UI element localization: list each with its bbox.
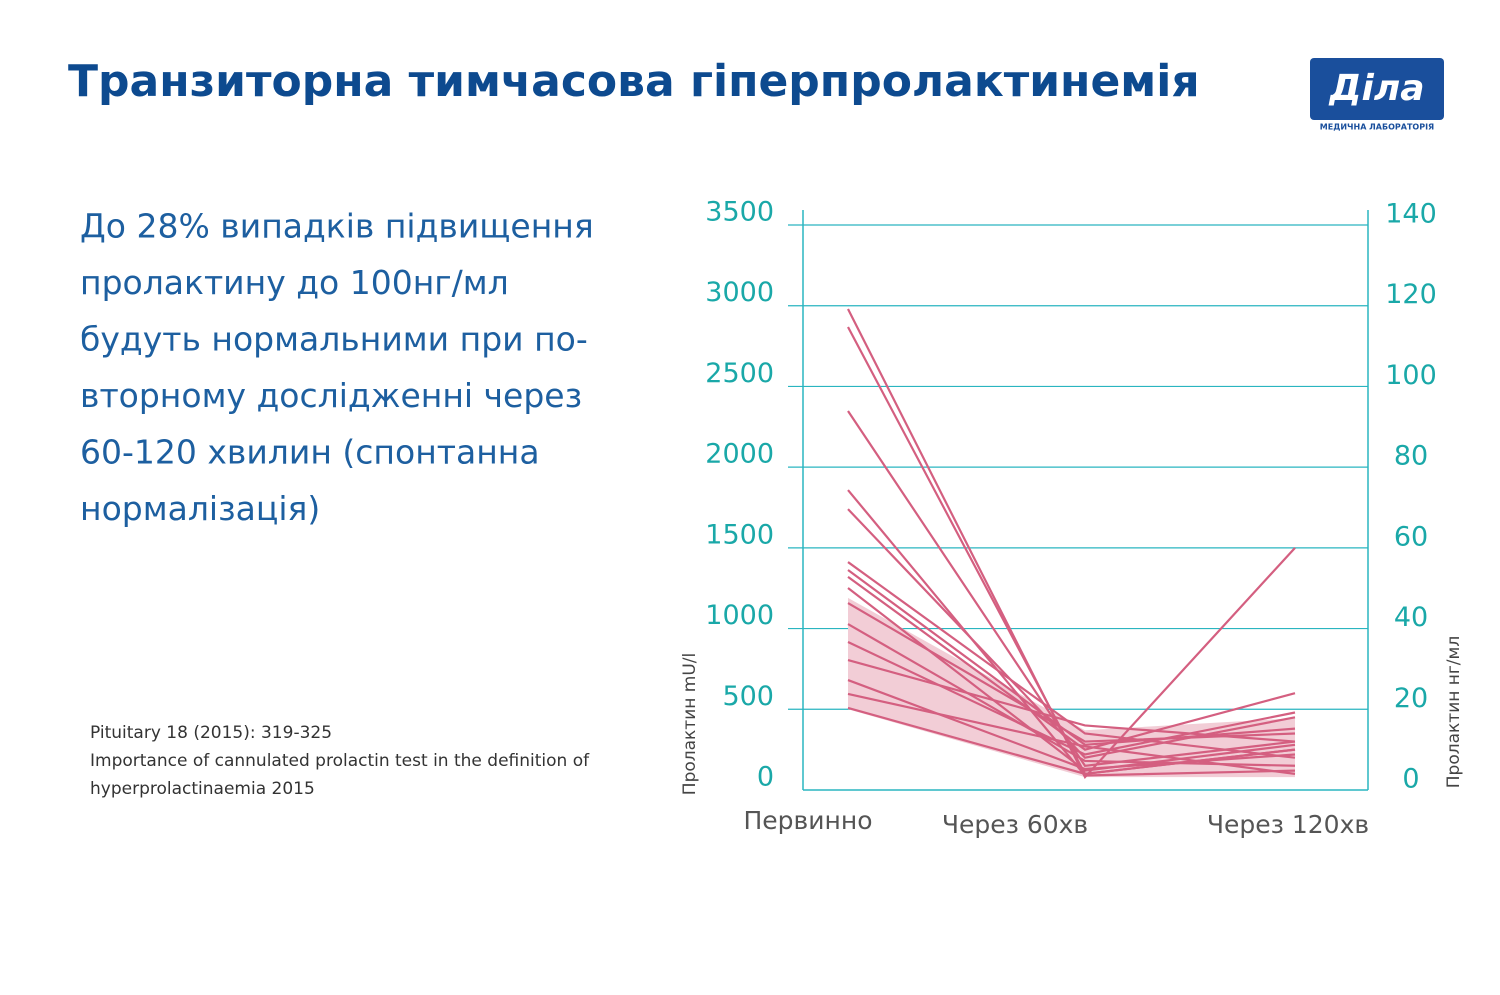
y-tick-label: 1000 — [705, 600, 774, 631]
series-line — [847, 706, 1296, 775]
y2-tick-label: 0 — [1402, 764, 1419, 795]
y-tick-label: 1500 — [705, 519, 774, 550]
y2-tick-label: 140 — [1385, 199, 1437, 230]
y-tick-label: 0 — [757, 762, 774, 793]
y2-tick-label: 100 — [1385, 360, 1437, 391]
series-line — [847, 658, 1296, 743]
y2-tick-label: 80 — [1394, 441, 1428, 472]
series-line — [847, 692, 1296, 775]
series-line — [847, 640, 1296, 756]
y-tick-label: 3500 — [705, 197, 774, 228]
body-line: нормалізація) — [80, 489, 320, 528]
y-tick-label: 2000 — [705, 439, 774, 470]
y2-tick-label: 20 — [1394, 683, 1428, 714]
citation-line: Importance of cannulated prolactin test … — [90, 751, 590, 771]
y-tick-label: 3000 — [705, 277, 774, 308]
series-line — [847, 508, 1296, 759]
logo-subtitle: МЕДИЧНА ЛАБОРАТОРІЯ — [1320, 123, 1434, 132]
chart: 0 500 1000 1500 2000 2500 3000 3500 0 20 40 60 80 100… — [680, 197, 1464, 840]
citation-line: hyperprolactinaemia 2015 — [90, 779, 315, 799]
y2-tick-label: 120 — [1385, 279, 1437, 310]
series-line — [847, 489, 1296, 777]
y-tick-label: 2500 — [705, 358, 774, 389]
y-tick-label: 500 — [722, 681, 774, 712]
citation: Pituitary 18 (2015): 319-325 Importance o… — [90, 723, 590, 799]
series-line — [847, 576, 1296, 751]
body-line: 60-120 хвилин (спонтанна — [80, 433, 540, 472]
citation-line: Pituitary 18 (2015): 319-325 — [90, 723, 332, 743]
x-tick-label: Первинно — [743, 806, 872, 835]
series-line — [847, 569, 1296, 746]
slide-title: Транзиторна тимчасова гіперпролактинемія — [68, 56, 1200, 107]
series-line — [847, 308, 1296, 780]
x-tick-label: Через 120хв — [1207, 810, 1369, 839]
body-line: До 28% випадків підвищення — [80, 207, 594, 246]
body-line: будуть нормальними при по- — [80, 320, 588, 359]
body-line: вторному дослідженні через — [80, 376, 582, 415]
x-tick-label: Через 60хв — [942, 810, 1088, 839]
logo-box — [1310, 58, 1444, 120]
body-text: До 28% випадків підвищення пролактину до … — [80, 207, 594, 529]
logo: Діла — [1328, 68, 1424, 109]
y2-axis-label: Пролактин нг/мл — [1444, 636, 1464, 788]
series-line — [847, 679, 1296, 771]
y2-tick-label: 60 — [1394, 521, 1428, 552]
y2-tick-label: 40 — [1394, 602, 1428, 633]
body-line: пролактину до 100нг/мл — [80, 263, 509, 302]
series-line — [847, 561, 1296, 759]
y-axis-label: Пролактин mU/l — [680, 653, 700, 795]
